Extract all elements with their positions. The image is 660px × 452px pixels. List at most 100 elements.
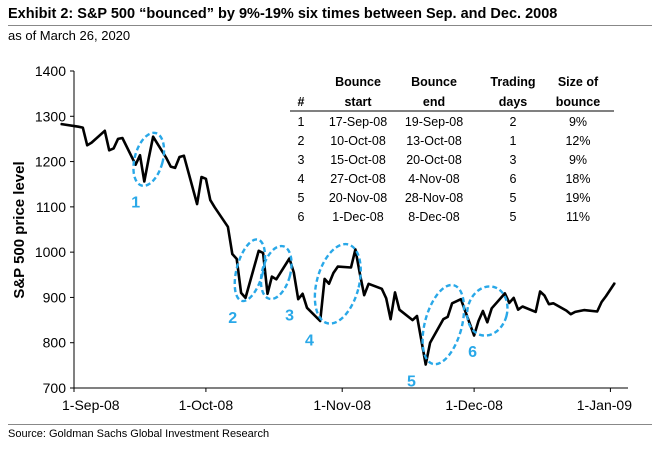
x-tick-label: 1-Dec-08 [445,397,503,413]
table-cell: 6 [510,172,517,186]
bounce-ellipse-1 [132,131,166,188]
data-point [451,302,453,304]
data-point [148,157,150,160]
source-note: Source: Goldman Sachs Global Investment … [8,428,270,440]
data-point [104,130,106,132]
table-cell: 9% [569,153,587,167]
bounce-ellipse-6 [465,285,509,337]
data-point [442,318,444,320]
table-cell: 10-Oct-08 [330,134,386,148]
table-header-line1: Bounce [411,75,457,89]
data-point [504,292,506,294]
data-point [508,302,510,304]
table-cell: 15-Oct-08 [330,153,386,167]
table-cell: 1 [510,134,517,148]
data-point [337,266,339,268]
bounce-label-2: 2 [228,310,237,327]
data-point [398,309,400,311]
table-cell: 1-Dec-08 [332,210,383,224]
data-point [447,316,449,318]
table-cell: 9% [569,115,587,129]
data-point [350,266,352,269]
table-cell: 4 [298,172,305,186]
table-header-line2: start [344,95,372,109]
data-point [332,272,335,274]
data-point [170,165,172,168]
data-point [293,271,295,274]
table-cell: 1 [298,115,305,129]
x-tick-label: 1-Nov-08 [313,397,371,413]
source-divider [8,424,652,425]
data-point [86,144,88,146]
x-tick-label: 1-Oct-08 [179,397,234,413]
data-point [121,137,123,139]
x-tick-label: 1-Jan-09 [577,397,632,413]
x-tick-label: 1-Sep-08 [62,397,120,413]
data-point [288,257,291,260]
table-cell: 5 [510,191,517,205]
bounce-ellipse-5 [421,283,466,366]
data-point [486,321,488,323]
y-tick-label: 1200 [35,154,66,170]
data-point [258,250,260,252]
table-cell: 3 [510,153,517,167]
data-point [306,307,308,309]
data-point [143,180,145,183]
data-point [367,283,370,285]
data-point [416,315,418,317]
data-point [90,141,93,144]
table-cell: 2 [298,134,305,148]
data-point [535,311,537,313]
table-header-line2: end [423,95,445,109]
y-tick-label: 900 [43,289,67,305]
data-point [77,126,79,128]
table-cell: 8-Dec-08 [408,210,459,224]
data-point [513,297,515,299]
data-point [117,138,119,140]
bounce-ellipse-4 [313,242,362,325]
table-cell: 13-Oct-08 [406,134,462,148]
table-header-line1: Size of [558,75,599,89]
y-tick-label: 700 [43,380,67,396]
table-cell: 12% [565,134,590,148]
y-tick-label: 1000 [35,244,66,260]
table-header-line2: # [298,95,305,109]
data-point [205,178,207,180]
data-point [240,292,242,294]
data-point [552,302,554,304]
table-cell: 17-Sep-08 [329,115,387,129]
data-point [266,293,269,295]
table-cell: 27-Oct-08 [330,172,386,186]
data-point [209,199,211,201]
data-point [425,363,427,366]
data-point [236,258,238,260]
table-cell: 6 [298,210,305,224]
data-point [60,123,62,125]
bounce-table: Bounce Bounce Trading Size of # start end days b… [290,75,614,224]
table-cell: 20-Nov-08 [329,191,387,205]
data-point [429,342,431,344]
data-point [271,275,273,278]
table-cell: 19% [565,191,590,205]
data-point [227,226,229,228]
data-point [214,206,216,208]
series-group [60,122,616,366]
data-point [178,156,181,158]
data-point [601,301,603,303]
data-point [231,253,233,255]
data-point [196,203,198,205]
table-cell: 3 [298,153,305,167]
data-point [477,320,480,322]
data-point [275,278,277,280]
bounce-ellipse-2 [233,238,267,303]
data-point [244,297,247,299]
data-point [570,313,572,315]
data-point [583,309,585,311]
table-cell: 20-Oct-08 [406,153,462,167]
table-cell: 4-Nov-08 [408,172,459,186]
data-point [354,248,356,251]
data-point [183,155,185,157]
bounce-label-1: 1 [131,194,140,211]
data-point [165,157,167,159]
